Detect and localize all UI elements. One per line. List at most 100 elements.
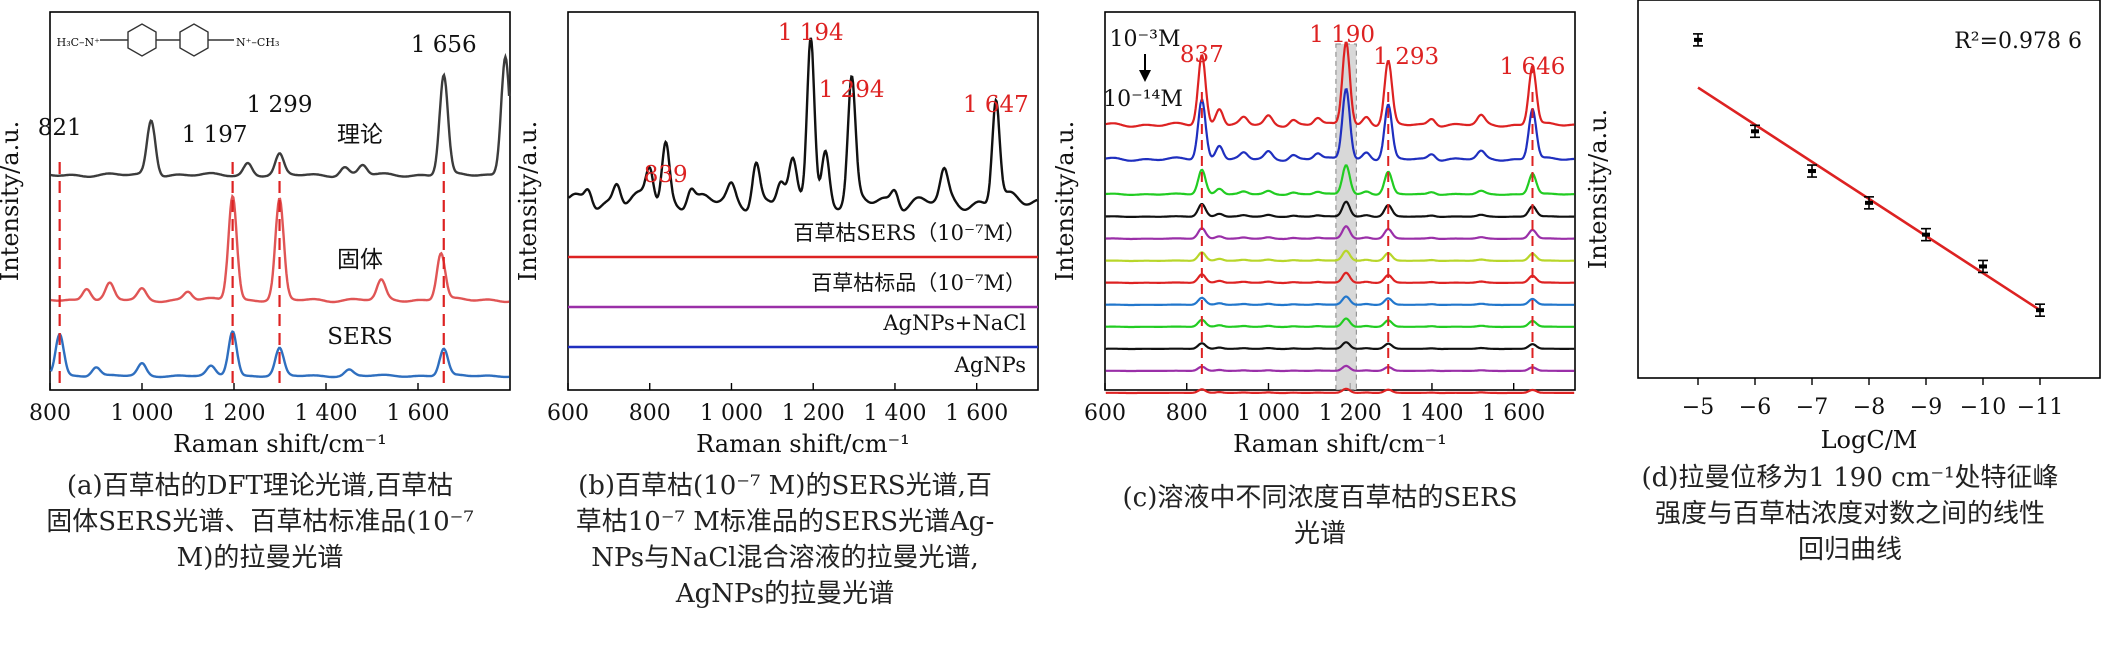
caption-a: (a)百草枯的DFT理论光谱,百草枯 固体SERS光谱、百草枯标准品(10⁻⁷ … (0, 468, 520, 576)
panel-c-series-line (1105, 225, 1575, 241)
inset-label: N⁺–CH₃ (236, 36, 279, 49)
panel-d-frame (1637, 0, 2101, 379)
panel-d-data-point (1694, 37, 1702, 42)
caption-line: (d)拉曼位移为1 190 cm⁻¹处特征峰 (1641, 463, 2059, 493)
panel-c-series-line (1105, 200, 1575, 218)
panel-c-ylabel: Intensity/a.u. (1051, 121, 1079, 282)
panel-a-xtick-label: 1 600 (387, 401, 450, 426)
panel-c-concentration-bottom: 10⁻¹⁴M (1103, 87, 1183, 112)
pyridinium-ring (127, 23, 157, 57)
panel-a-xtick-label: 1 400 (295, 401, 358, 426)
caption-line: AgNPs的拉曼光谱 (675, 579, 895, 609)
inset-label: H₃C–N⁺ (57, 36, 101, 49)
panel-d-data-point (1751, 129, 1759, 134)
spectra-figure: Intensity/a.u. Raman shift/cm⁻¹ 800 1 000 1 … (0, 0, 2101, 458)
panel-a-series-line (50, 52, 511, 179)
panel-d-data-point (1979, 264, 1987, 269)
panel-c-xtick-label: 600 (1084, 401, 1126, 426)
panel-b-peak-label: 839 (644, 162, 688, 188)
caption-line: (a)百草枯的DFT理论光谱,百草枯 (66, 471, 454, 501)
panel-c-xtick-label: 800 (1166, 401, 1208, 426)
panel-b-xtick-label: 800 (629, 401, 671, 426)
caption-d: (d)拉曼位移为1 190 cm⁻¹处特征峰 强度与百草枯浓度对数之间的线性 回… (1590, 460, 2110, 568)
panel-b-xtick-label: 1 400 (863, 401, 926, 426)
panel-c-xlabel: Raman shift/cm⁻¹ (1233, 430, 1447, 458)
caption-line: 光谱 (1293, 519, 1346, 549)
panel-b-series-label: AgNPs+NaCl (882, 311, 1026, 335)
panel-c-peak-label: 1 293 (1373, 44, 1439, 70)
panel-d-data-point (1922, 232, 1930, 237)
panel-b-xlabel: Raman shift/cm⁻¹ (696, 430, 910, 458)
panel-b-peak-label: 1 647 (963, 92, 1029, 118)
panel-c-series-line (1105, 295, 1575, 307)
panel-c-series-line (1105, 249, 1575, 263)
panel-a-series-line (50, 193, 510, 304)
panel-c-xtick-label: 1 200 (1319, 401, 1382, 426)
panel-c-series-line (1105, 387, 1575, 395)
panel-d-data-point (1808, 169, 1816, 174)
panel-c-xtick-label: 1 000 (1237, 401, 1300, 426)
panel-a-peak-label: 1 656 (411, 32, 477, 58)
panel-a-peak-label: 1 197 (182, 122, 248, 148)
caption-b: (b)百草枯(10⁻⁷ M)的SERS光谱,百 草枯10⁻⁷ M标准品的SERS… (525, 468, 1045, 612)
caption-line: 强度与百草枯浓度对数之间的线性 (1654, 499, 2045, 529)
panel-c-concentration-top: 10⁻³M (1110, 27, 1181, 52)
panel-c-arrowhead (1139, 70, 1151, 82)
panel-c-peak-label: 837 (1180, 42, 1224, 68)
panel-a-xtick-label: 1 200 (203, 401, 266, 426)
panel-d-data-point (1865, 200, 1873, 205)
panel-c-series-line (1105, 41, 1575, 128)
panel-d-xtick-label: −9 (1910, 395, 1942, 420)
panel-c-series-line (1105, 317, 1575, 329)
panel-d-xtick-label: −11 (2017, 395, 2063, 420)
panel-b-series-label: 百草枯SERS（10⁻⁷M） (793, 221, 1026, 245)
panel-b-ylabel: Intensity/a.u. (514, 121, 542, 282)
panel-a-series-label: 固体 (337, 247, 383, 273)
panel-a-peak-label: 1 299 (247, 92, 313, 118)
panel-a-xtick-label: 1 000 (111, 401, 174, 426)
panel-a-xlabel: Raman shift/cm⁻¹ (173, 430, 387, 458)
panel-d-xtick-label: −6 (1739, 395, 1771, 420)
panel-b-series-label: AgNPs (954, 353, 1026, 377)
caption-line: 固体SERS光谱、百草枯标准品(10⁻⁷ (46, 507, 474, 537)
panel-c-xtick-label: 1 400 (1400, 401, 1463, 426)
panel-b-series-line (568, 37, 1038, 212)
panel-a-frame (49, 11, 511, 391)
paraquat-structure-inset: H₃C–N⁺ N⁺–CH₃ (57, 23, 279, 57)
panel-a-ylabel: Intensity/a.u. (0, 121, 24, 282)
panel-d-xtick-label: −7 (1796, 395, 1828, 420)
panel-b-peak-label: 1 294 (819, 77, 885, 103)
panel-d-r-squared: R²=0.978 6 (1954, 29, 2082, 54)
panel-c-highlight-band (1335, 43, 1357, 391)
panel-c-series-line (1105, 88, 1575, 162)
panel-b-xtick-label: 1 000 (700, 401, 763, 426)
caption-line: (c)溶液中不同浓度百草枯的SERS (1122, 483, 1518, 513)
panel-c-peak-label: 1 190 (1309, 22, 1375, 48)
panel-a-series-label: 理论 (337, 122, 383, 148)
panel-b-peak-label: 1 194 (778, 20, 844, 46)
panel-a-peak-label: 821 (38, 115, 82, 141)
caption-line: 回归曲线 (1797, 535, 1902, 565)
panel-c-peak-label: 1 646 (1500, 54, 1566, 80)
panel-b-series-label: 百草枯标品（10⁻⁷M） (811, 271, 1026, 295)
panel-d-xtick-label: −8 (1853, 395, 1885, 420)
panel-b-xtick-label: 600 (547, 401, 589, 426)
caption-line: M)的拉曼光谱 (176, 543, 344, 573)
panel-c-series-line (1105, 341, 1575, 351)
panel-d-xtick-label: −5 (1682, 395, 1714, 420)
caption-line: (b)百草枯(10⁻⁷ M)的SERS光谱,百 (578, 471, 992, 501)
panel-c-xtick-label: 1 600 (1482, 401, 1545, 426)
panel-d-xlabel: LogC/M (1821, 426, 1918, 454)
panel-b-xtick-label: 1 600 (945, 401, 1008, 426)
panel-d-xtick-label: −10 (1960, 395, 2006, 420)
panel-b-xtick-label: 1 200 (782, 401, 845, 426)
panel-d-data-point (2036, 308, 2044, 313)
caption-c: (c)溶液中不同浓度百草枯的SERS 光谱 (1060, 480, 1580, 552)
panel-a-series-line (49, 330, 510, 379)
pyridinium-ring (179, 23, 209, 57)
panel-d-ylabel: Intensity/a.u. (1584, 109, 1612, 270)
panel-c-series-line (1105, 271, 1575, 285)
panel-c-series-line (1105, 164, 1575, 196)
caption-line: 草枯10⁻⁷ M标准品的SERS光谱Ag- (575, 507, 995, 537)
